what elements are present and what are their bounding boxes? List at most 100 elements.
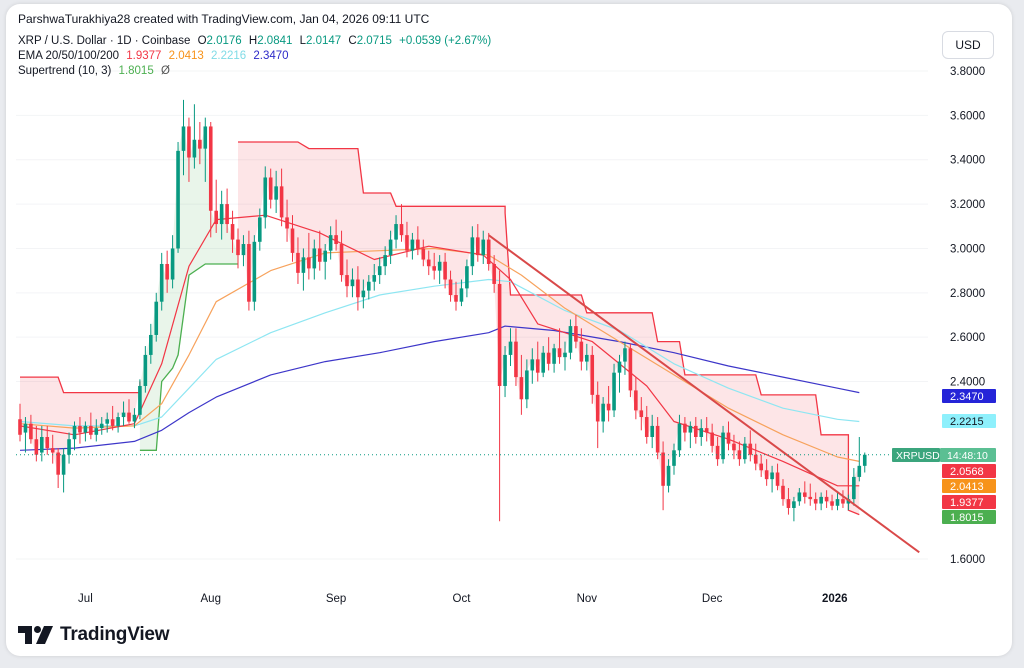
candle xyxy=(721,425,725,464)
price-label: 2.0568 xyxy=(942,464,996,478)
candle xyxy=(345,259,349,298)
candle xyxy=(557,328,562,364)
candle xyxy=(50,434,55,464)
x-tick-label: Oct xyxy=(453,593,472,605)
candle xyxy=(486,232,491,271)
candle xyxy=(99,417,104,435)
tradingview-logo-text: TradingView xyxy=(60,624,170,645)
svg-text:2.0413: 2.0413 xyxy=(950,481,984,493)
chart-credit: ParshwaTurakhiya28 created with TradingV… xyxy=(18,12,430,26)
candle xyxy=(312,239,317,280)
candle xyxy=(454,281,458,311)
candle xyxy=(268,168,273,209)
candle xyxy=(552,343,556,373)
symbol-title: XRP / U.S. Dollar · 1D · Coinbase xyxy=(18,35,191,47)
candle xyxy=(617,354,622,393)
hidden-eye-icon[interactable]: Ø xyxy=(160,65,170,77)
candle xyxy=(187,117,191,182)
ema100-value: 2.2216 xyxy=(211,50,247,62)
candle xyxy=(683,417,687,442)
candle xyxy=(852,468,856,506)
x-tick-label: 2026 xyxy=(822,593,848,605)
candle xyxy=(105,412,109,433)
candle xyxy=(203,117,208,182)
candle xyxy=(715,437,720,466)
ema200-value: 2.3470 xyxy=(253,50,289,62)
candle xyxy=(154,292,159,342)
candle xyxy=(285,199,289,242)
candle xyxy=(252,235,257,311)
candle xyxy=(377,257,382,284)
candle xyxy=(677,414,682,457)
candle xyxy=(230,210,235,253)
candle xyxy=(399,204,404,242)
candle xyxy=(726,421,731,451)
candle xyxy=(394,215,398,249)
candle xyxy=(568,319,573,360)
candle xyxy=(590,346,595,404)
svg-text:1.9377: 1.9377 xyxy=(950,497,984,509)
price-label: 2.0413 xyxy=(942,479,996,493)
candle xyxy=(634,377,638,420)
candle xyxy=(34,425,39,462)
y-tick-label: 2.8000 xyxy=(950,288,985,300)
candle xyxy=(503,346,507,398)
supertrend-row: Supertrend (10, 3) 1.8015 Ø xyxy=(18,64,495,79)
candle xyxy=(143,346,148,393)
candle xyxy=(574,315,578,349)
svg-text:XRPUSD: XRPUSD xyxy=(896,450,940,462)
change-value: +0.0539 (+2.67%) xyxy=(399,35,492,47)
candle xyxy=(416,226,420,256)
chart-card: ParshwaTurakhiya28 created with TradingV… xyxy=(6,4,1012,656)
candle xyxy=(94,419,99,442)
candle xyxy=(792,496,796,522)
x-tick-label: Sep xyxy=(326,593,346,605)
currency-button[interactable]: USD xyxy=(942,31,994,59)
candle xyxy=(830,494,834,511)
close-label: C xyxy=(348,35,357,47)
symbol-row: XRP / U.S. Dollar · 1D · Coinbase O2.017… xyxy=(18,34,495,49)
candle xyxy=(519,354,524,415)
candle xyxy=(149,323,153,364)
candle xyxy=(819,492,823,511)
candle xyxy=(388,230,393,264)
candle xyxy=(219,190,224,240)
candle xyxy=(367,275,371,300)
price-chart[interactable]: 3.8000 3.6000 3.4000 3.2000 3.0000 2.8000 2.60… xyxy=(6,4,1012,656)
candle xyxy=(541,346,545,378)
candle xyxy=(459,279,464,307)
candle xyxy=(470,226,475,276)
candle xyxy=(508,328,513,367)
open-label: O xyxy=(197,35,207,47)
tradingview-logo[interactable]: TradingView xyxy=(18,624,170,646)
y-tick-label: 3.0000 xyxy=(950,243,985,255)
candle xyxy=(236,228,240,269)
supertrend-fill xyxy=(238,142,860,515)
x-tick-label: Nov xyxy=(577,593,598,605)
candle xyxy=(465,259,469,298)
close-value: 2.0715 xyxy=(356,35,392,47)
trendline[interactable] xyxy=(488,234,920,554)
candle xyxy=(405,221,409,258)
candle xyxy=(655,417,660,460)
candle xyxy=(225,188,229,233)
ema20-value: 1.9377 xyxy=(126,50,162,62)
candle xyxy=(797,488,802,506)
open-value: 2.0176 xyxy=(206,35,242,47)
candle xyxy=(650,414,654,449)
candle xyxy=(334,219,338,251)
ema200-line xyxy=(19,325,860,451)
supertrend-value: 1.8015 xyxy=(118,65,154,77)
candle xyxy=(208,122,213,238)
candle xyxy=(612,363,616,418)
candle xyxy=(307,232,311,280)
y-axis[interactable]: 3.8000 3.6000 3.4000 3.2000 3.0000 2.8000 2.60… xyxy=(950,66,985,566)
price-labels: 2.3470 2.2215 XRPUSD 14:48:10 2.0568 2.0413 1.… xyxy=(892,389,996,524)
candle xyxy=(710,423,714,453)
candle xyxy=(170,235,175,289)
candles xyxy=(18,99,867,522)
y-tick-label: 2.6000 xyxy=(950,332,985,344)
candle xyxy=(138,379,142,420)
candle xyxy=(296,237,300,284)
x-axis[interactable]: Jul Aug Sep Oct Nov Dec 2026 xyxy=(78,593,848,605)
